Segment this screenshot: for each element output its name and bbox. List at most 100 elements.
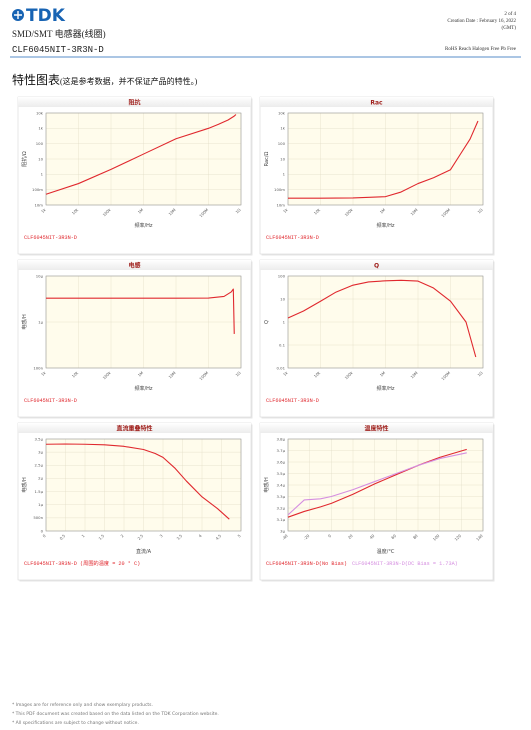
data-line	[45, 443, 230, 520]
plot-frame	[45, 275, 242, 369]
y-tick-label: 10k	[36, 110, 44, 115]
x-tick-label: 10M	[409, 370, 418, 379]
data-line	[287, 452, 467, 516]
panel-title-bar	[18, 97, 251, 107]
plot-frame	[287, 275, 484, 369]
x-tick-label: 1k	[40, 207, 47, 214]
x-axis-label: 频率/Hz	[134, 222, 152, 229]
x-tick-label: 100	[432, 533, 441, 542]
plot-frame	[287, 112, 484, 206]
x-tick-label: 0	[327, 533, 333, 539]
x-tick-label: 1k	[282, 207, 289, 214]
x-tick-label: 100k	[343, 207, 354, 218]
compliance: RoHS Reach Halogen Free Pb Free	[445, 47, 517, 52]
x-tick-label: 40	[368, 533, 375, 540]
data-line	[288, 120, 479, 199]
y-tick-label: 0.1	[279, 342, 286, 347]
logo-mark-detail	[14, 11, 22, 19]
y-tick-label: 100	[36, 141, 44, 146]
y-tick-label: 2µ	[38, 476, 43, 481]
legend-entry: CLF6045NIT-3R3N-D	[266, 398, 319, 404]
chart-panel: Q 0.01 0.1 1 10 100 1k 10k 100k 1M 10M 100M 1G 频率/Hz Q…	[259, 259, 495, 419]
chart-panel: Rac 10m 100m 1 10 100 1k 10k 1k 10k 100k 1M 10M 100M 1…	[259, 96, 495, 256]
x-tick-label: 4	[197, 533, 203, 539]
x-tick-label: 1k	[282, 370, 289, 377]
x-tick-label: 1.5	[97, 533, 105, 541]
y-tick-label: 1	[41, 172, 44, 177]
y-tick-label: 3µ	[38, 449, 43, 454]
part-number: CLF6045NIT-3R3N-D	[12, 45, 104, 55]
y-tick-label: 1k	[280, 126, 285, 131]
x-tick-label: -20	[302, 533, 310, 541]
x-tick-label: 1k	[40, 370, 47, 377]
plot-frame	[45, 112, 242, 206]
panel-title-bar	[260, 423, 493, 433]
x-tick-label: 1G	[476, 370, 483, 377]
y-tick-label: 100m	[32, 187, 43, 192]
chart-panel: 电感 100n 1µ 10µ 1k 10k 100k 1M 10M 100M 1G 频率/Hz 电感/H…	[17, 259, 253, 419]
y-tick-label: 1	[283, 172, 286, 177]
y-tick-label: 3.5µ	[35, 436, 44, 441]
x-tick-label: 10k	[71, 370, 80, 379]
y-tick-label: 1µ	[38, 502, 43, 507]
x-tick-label: 0.5	[58, 533, 66, 541]
y-axis-label: 电感/H	[263, 477, 270, 493]
y-tick-label: 1	[283, 319, 286, 324]
y-tick-label: 2.5µ	[35, 463, 44, 468]
x-tick-label: 10k	[313, 207, 322, 216]
x-axis-label: 频率/Hz	[376, 222, 394, 229]
panel-title-bar	[260, 260, 493, 270]
y-axis-label: 电感/H	[21, 314, 28, 330]
y-tick-label: 100	[278, 141, 286, 146]
x-tick-label: 1M	[379, 207, 387, 215]
x-tick-label: 2	[119, 533, 125, 539]
y-tick-label: 100n	[33, 365, 43, 370]
section-heading: 特性图表(这是参考数据，并不保证产品的特性。)	[12, 72, 198, 87]
chart-panel: 直流重叠特性 0 500n 1µ 1.5µ 2µ 2.5µ 3µ 3.5µ 0 0.5 1 1.5 2 2.…	[17, 422, 253, 582]
x-tick-label: 140	[475, 533, 484, 542]
x-tick-label: 1	[80, 533, 86, 539]
plot-frame	[45, 438, 242, 532]
y-tick-label: 3.5µ	[277, 471, 286, 476]
y-axis-label: 阻抗/Ω	[21, 151, 28, 167]
y-tick-label: 10µ	[36, 273, 44, 278]
x-tick-label: 0	[41, 533, 47, 539]
x-tick-label: 1G	[476, 207, 483, 214]
y-tick-label: 10m	[34, 202, 43, 207]
x-tick-label: 80	[412, 533, 419, 540]
y-axis-label: Rac/Ω	[264, 151, 270, 166]
x-tick-label: 100M	[440, 370, 451, 381]
legend-entry: CLF6045NIT-3R3N-D(DC Bias = 1.73A)	[352, 561, 458, 567]
y-tick-label: 1.5µ	[35, 489, 44, 494]
x-tick-label: 100k	[101, 207, 112, 218]
y-tick-label: 3.2µ	[277, 505, 286, 510]
y-tick-label: 10m	[276, 202, 285, 207]
x-tick-label: 100M	[198, 207, 209, 218]
panel-title-bar	[18, 260, 251, 270]
x-tick-label: 100M	[198, 370, 209, 381]
footer-note: * This PDF document was created based on…	[12, 711, 219, 717]
x-tick-label: 3	[158, 533, 164, 539]
x-tick-label: 10M	[167, 370, 176, 379]
data-line	[287, 279, 477, 358]
legend-entry: CLF6045NIT-3R3N-D	[266, 235, 319, 241]
y-tick-label: 10k	[278, 110, 286, 115]
y-tick-label: 10	[280, 296, 285, 301]
chart-panel: 阻抗 10m 100m 1 10 100 1k 10k 1k 10k 100k 1M 10M 100M 1G…	[17, 96, 253, 256]
x-tick-label: 3.5	[175, 533, 183, 541]
legend-entry: CLF6045NIT-3R3N-D(No Bias)	[266, 561, 347, 567]
x-tick-label: 60	[390, 533, 397, 540]
chart-title: 温度特性	[364, 425, 388, 433]
x-axis-label: 温度/°C	[377, 548, 395, 555]
section-note: (这是参考数据，并不保证产品的特性。)	[60, 76, 198, 86]
legend-entry: CLF6045NIT-3R3N-D (周围的温度 = 20 ° C)	[24, 559, 140, 567]
x-tick-label: 10k	[71, 207, 80, 216]
x-tick-label: 10k	[313, 370, 322, 379]
x-tick-label: -40	[281, 533, 289, 541]
x-tick-label: 100k	[101, 370, 112, 381]
y-tick-label: 100m	[274, 187, 285, 192]
y-tick-label: 3.8µ	[277, 436, 286, 441]
section-title: 特性图表	[12, 72, 60, 87]
x-tick-label: 10M	[409, 207, 418, 216]
